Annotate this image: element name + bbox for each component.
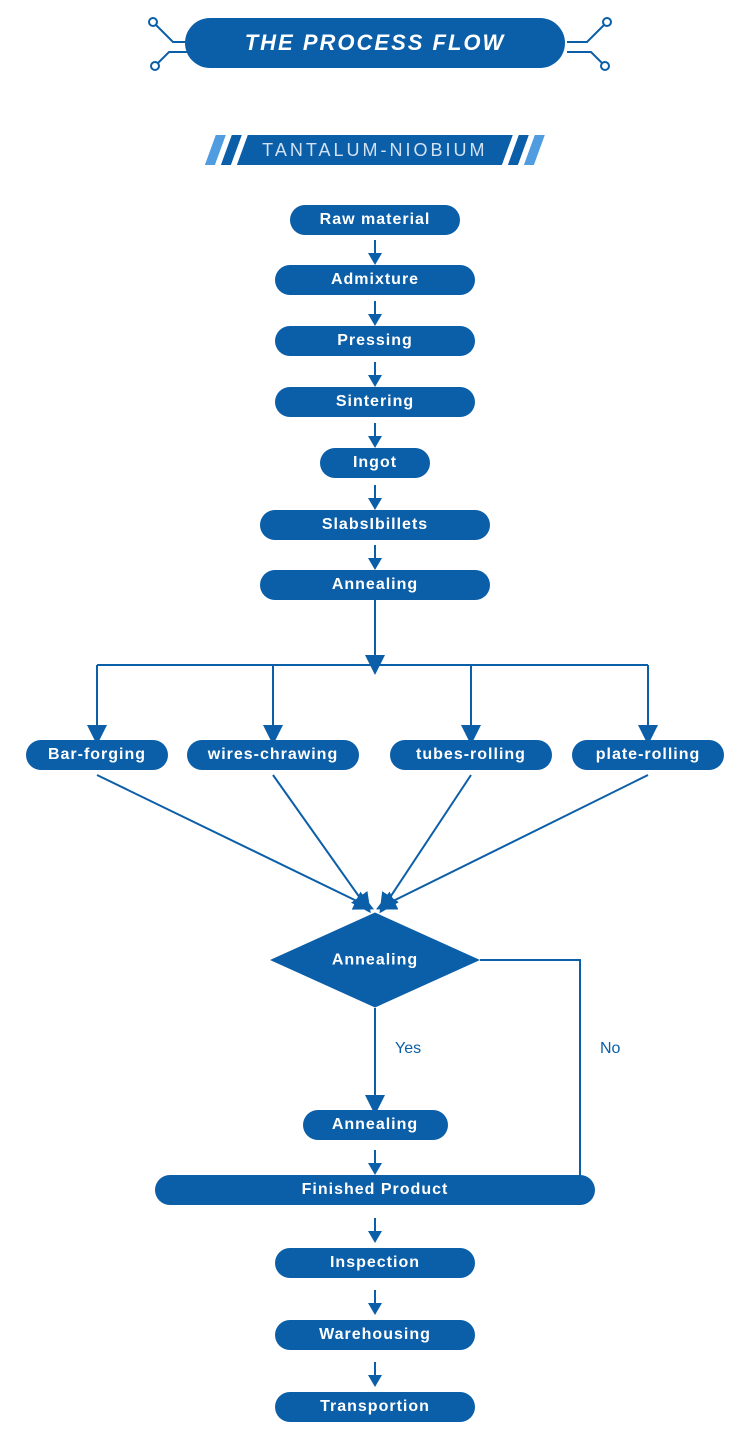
diamond-label: Annealing	[270, 913, 480, 1008]
node-finished: Finished Product	[155, 1175, 595, 1205]
arrow-line	[374, 240, 376, 254]
arrow-head-icon	[368, 498, 382, 510]
arrow-line	[374, 545, 376, 559]
arrow-head-icon	[368, 1375, 382, 1387]
slash-decor	[524, 135, 545, 165]
arrow-head-icon	[368, 1303, 382, 1315]
node-slabs: SlabsIbillets	[260, 510, 490, 540]
no-label: No	[600, 1040, 620, 1058]
node-plate: plate-rolling	[572, 740, 724, 770]
arrow-head-icon	[368, 1231, 382, 1243]
node-anneal2: Annealing	[303, 1110, 448, 1140]
arrow-line	[374, 1290, 376, 1304]
arrow-line	[374, 423, 376, 437]
arrow-line	[374, 485, 376, 499]
arrow-head-icon	[368, 314, 382, 326]
title-banner: THE PROCESS FLOW	[185, 18, 565, 68]
yes-label: Yes	[395, 1040, 421, 1058]
arrow-line	[374, 1362, 376, 1376]
node-admix: Admixture	[275, 265, 475, 295]
arrow-line	[374, 1150, 376, 1164]
node-ingot: Ingot	[320, 448, 430, 478]
arrow-head-icon	[368, 436, 382, 448]
node-warehouse: Warehousing	[275, 1320, 475, 1350]
node-transport: Transportion	[275, 1392, 475, 1422]
node-sinter: Sintering	[275, 387, 475, 417]
arrow-line	[374, 362, 376, 376]
node-tubes: tubes-rolling	[390, 740, 552, 770]
subtitle-label: TANTALUM-NIOBIUM	[237, 135, 513, 165]
node-bar: Bar-forging	[26, 740, 168, 770]
arrow-head-icon	[368, 558, 382, 570]
decision-diamond: Annealing	[270, 913, 480, 1008]
circuit-left-icon	[135, 10, 215, 80]
node-wires: wires-chrawing	[187, 740, 359, 770]
node-inspect: Inspection	[275, 1248, 475, 1278]
node-raw: Raw material	[290, 205, 460, 235]
arrow-head-icon	[368, 253, 382, 265]
arrow-line	[374, 1218, 376, 1232]
subtitle-text: TANTALUM-NIOBIUM	[262, 140, 487, 161]
arrow-line	[374, 301, 376, 315]
circuit-right-icon	[545, 10, 625, 80]
node-press: Pressing	[275, 326, 475, 356]
node-anneal1: Annealing	[260, 570, 490, 600]
arrow-head-icon	[368, 1163, 382, 1175]
arrow-head-icon	[368, 375, 382, 387]
subtitle-banner: TANTALUM-NIOBIUM	[210, 135, 539, 165]
